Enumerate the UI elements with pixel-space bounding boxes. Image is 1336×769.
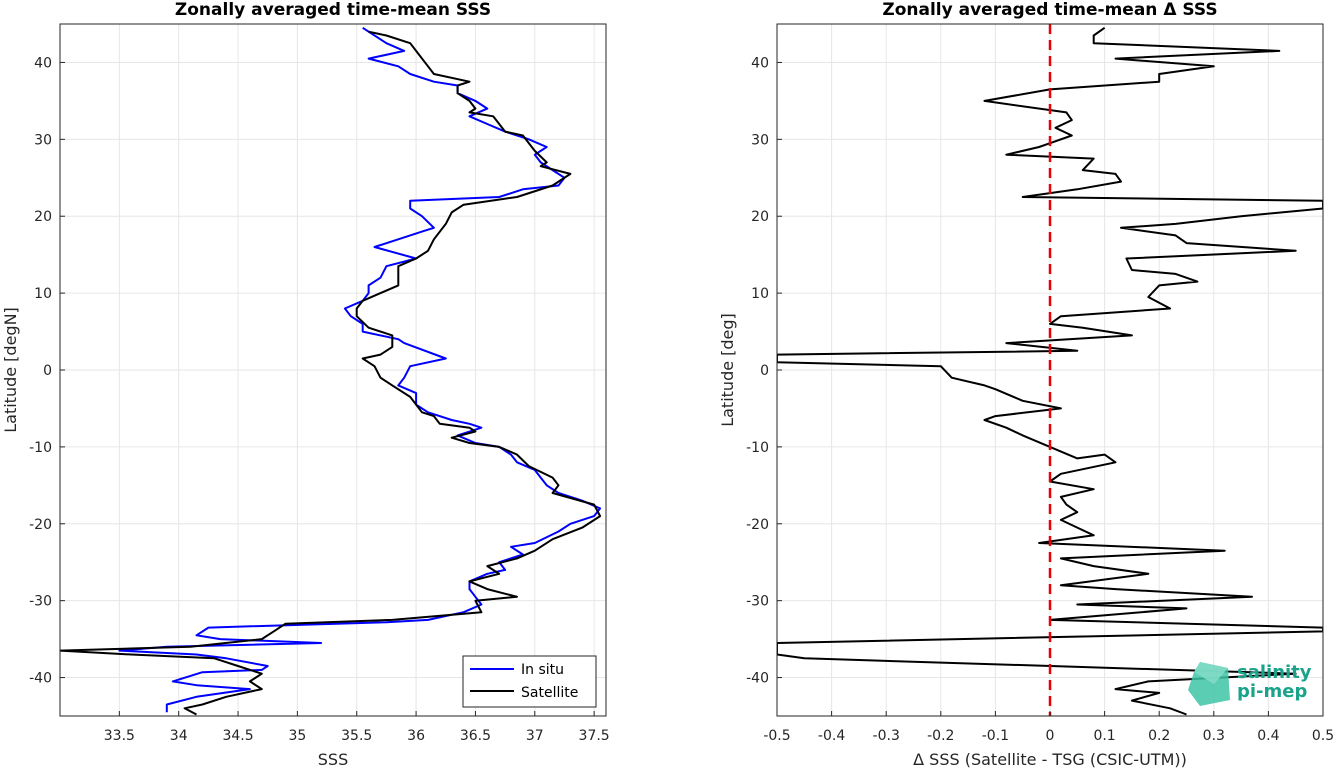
y-tick-label: -40 — [29, 671, 52, 687]
x-tick-label: 34 — [170, 728, 188, 744]
dsss-y-ticks: 40 30 20 10 0 -10 -20 -30 -40 — [746, 55, 782, 687]
sss-lines — [60, 26, 602, 716]
y-tick-label: -30 — [29, 594, 52, 610]
x-tick-label: 0.4 — [1257, 728, 1279, 744]
x-tick-label: 37 — [526, 728, 544, 744]
y-tick-label: 30 — [34, 132, 52, 148]
salinity-pi-mep-logo: salinity pi-mep — [1188, 662, 1312, 706]
x-tick-label: 33.5 — [104, 728, 135, 744]
legend-label-in-situ: In situ — [521, 662, 564, 678]
sss-title: Zonally averaged time-mean SSS — [175, 0, 491, 20]
sss-y-label: Latitude [degN] — [1, 307, 20, 433]
y-tick-label: 20 — [751, 209, 769, 225]
y-tick-label: 0 — [760, 363, 769, 379]
y-tick-label: -20 — [29, 517, 52, 533]
y-tick-label: 10 — [751, 286, 769, 302]
y-tick-label: -10 — [746, 440, 769, 456]
x-tick-label: 35 — [288, 728, 306, 744]
sss-y-ticks: 40 30 20 10 0 -10 -20 -30 -40 — [29, 55, 65, 687]
y-tick-label: -40 — [746, 671, 769, 687]
dsss-lines — [777, 24, 1323, 716]
sss-grid — [60, 24, 606, 716]
y-tick-label: 0 — [43, 363, 52, 379]
dsss-y-label: Latitude [deg] — [718, 313, 737, 427]
series-line-series-0 — [777, 26, 1323, 716]
x-tick-label: 0.1 — [1093, 728, 1115, 744]
dsss-x-ticks: -0.5 -0.4 -0.3 -0.2 -0.1 0 0.1 0.2 0.3 0.4 0.5 — [763, 711, 1334, 744]
x-tick-label: -0.2 — [927, 728, 954, 744]
y-tick-label: -10 — [29, 440, 52, 456]
x-tick-label: -0.4 — [818, 728, 845, 744]
x-tick-label: 34.5 — [222, 728, 253, 744]
y-tick-label: 40 — [34, 55, 52, 71]
dsss-x-label: Δ SSS (Satellite - TSG (CSIC-UTM)) — [913, 750, 1187, 769]
sss-x-label: SSS — [318, 750, 348, 769]
x-tick-label: 0.5 — [1312, 728, 1334, 744]
x-tick-label: -0.5 — [763, 728, 790, 744]
x-tick-label: -0.1 — [982, 728, 1009, 744]
x-tick-label: 0.3 — [1203, 728, 1225, 744]
series-line-satellite — [60, 30, 602, 716]
x-tick-label: 0 — [1046, 728, 1055, 744]
y-tick-label: -20 — [746, 517, 769, 533]
sss-panel: 33.5 34 34.5 35 35.5 36 36.5 37 37.5 40 30 20 10 0 -1… — [1, 0, 610, 769]
x-tick-label: 36 — [407, 728, 425, 744]
legend-label-satellite: Satellite — [521, 685, 578, 701]
logo-mark-facet-icon — [1194, 662, 1228, 684]
sss-x-ticks: 33.5 34 34.5 35 35.5 36 36.5 37 37.5 — [104, 711, 610, 744]
dsss-title: Zonally averaged time-mean Δ SSS — [882, 0, 1217, 20]
x-tick-label: 37.5 — [579, 728, 610, 744]
legend-box — [462, 655, 597, 708]
dsss-panel: -0.5 -0.4 -0.3 -0.2 -0.1 0 0.1 0.2 0.3 0.4 0.5 40 3… — [718, 0, 1334, 769]
y-tick-label: 10 — [34, 286, 52, 302]
x-tick-label: 36.5 — [460, 728, 491, 744]
y-tick-label: 30 — [751, 132, 769, 148]
x-tick-label: -0.3 — [873, 728, 900, 744]
sss-legend: In situ Satellite — [462, 655, 597, 708]
logo-line1: salinity — [1237, 662, 1312, 683]
x-tick-label: 0.2 — [1148, 728, 1170, 744]
y-tick-label: -30 — [746, 594, 769, 610]
y-tick-label: 20 — [34, 209, 52, 225]
x-tick-label: 35.5 — [341, 728, 372, 744]
logo-line2: pi-mep — [1237, 681, 1307, 702]
y-tick-label: 40 — [751, 55, 769, 71]
